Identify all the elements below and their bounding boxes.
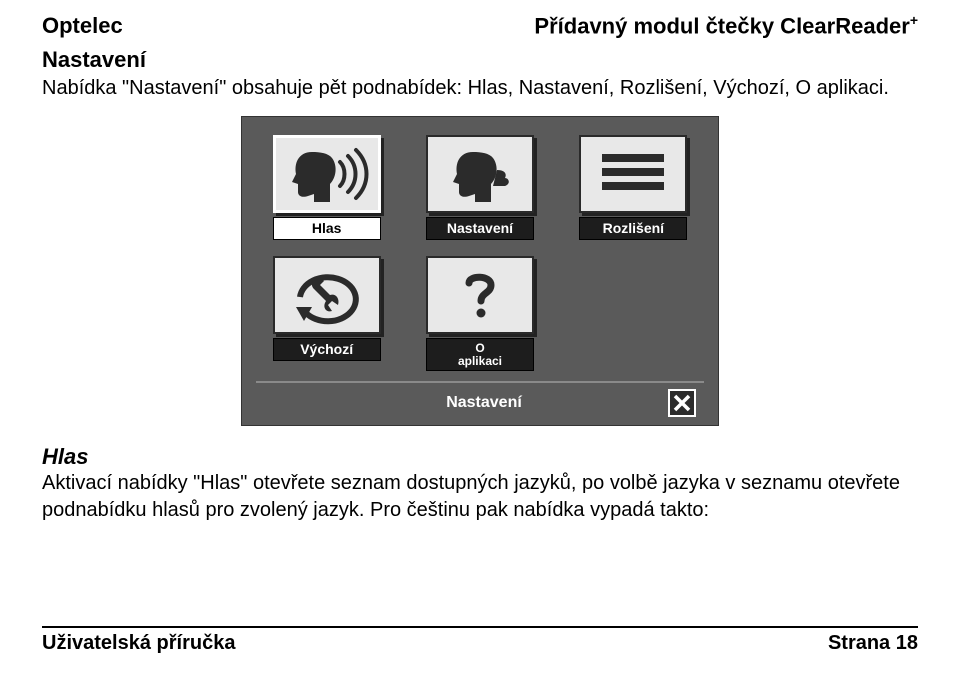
tile-rozliseni[interactable]: Rozlišení	[573, 135, 694, 240]
lines-icon	[588, 144, 678, 204]
tile-hlas[interactable]: Hlas	[266, 135, 387, 240]
footer-left: Uživatelská příručka	[42, 632, 235, 655]
tile-nastaveni-icon-box	[426, 135, 534, 213]
tile-nastaveni[interactable]: Nastavení	[419, 135, 540, 240]
settings-tile-grid: Hlas Nastavení	[256, 131, 704, 381]
tile-oaplikaci[interactable]: Oaplikaci	[419, 256, 540, 371]
footer-rule	[42, 626, 918, 628]
tile-hlas-icon-box	[273, 135, 381, 213]
section-heading-nastaveni: Nastavení	[42, 47, 918, 73]
document-title-text: Přídavný modul čtečky ClearReader	[534, 13, 909, 38]
document-title: Přídavný modul čtečky ClearReader+	[534, 12, 918, 39]
tile-vychozi-icon-box	[273, 256, 381, 334]
close-icon	[672, 393, 692, 413]
head-speak-icon	[435, 144, 525, 204]
tile-oaplikaci-icon-box	[426, 256, 534, 334]
tile-oaplikaci-label: Oaplikaci	[426, 338, 534, 371]
subsection-heading-hlas: Hlas	[42, 444, 918, 470]
tile-nastaveni-label: Nastavení	[426, 217, 534, 240]
tile-vychozi-label: Výchozí	[273, 338, 381, 361]
tile-rozliseni-icon-box	[579, 135, 687, 213]
settings-bottom-bar: Nastavení	[256, 381, 704, 425]
tile-rozliseni-label: Rozlišení	[579, 217, 687, 240]
footer-page-number: Strana 18	[828, 632, 918, 655]
question-icon	[435, 265, 525, 325]
close-button[interactable]	[668, 389, 696, 417]
settings-bar-label: Nastavení	[300, 394, 668, 412]
head-sound-icon	[282, 144, 372, 204]
wrench-cycle-icon	[282, 265, 372, 325]
hlas-body-text: Aktivací nabídky "Hlas" otevřete seznam …	[42, 470, 918, 524]
settings-screenshot: Hlas Nastavení	[241, 116, 719, 426]
section-intro-text: Nabídka "Nastavení" obsahuje pět podnabí…	[42, 75, 918, 102]
document-title-sup: +	[910, 12, 918, 28]
tile-hlas-label: Hlas	[273, 217, 381, 240]
tile-vychozi[interactable]: Výchozí	[266, 256, 387, 371]
brand-name: Optelec	[42, 13, 123, 39]
